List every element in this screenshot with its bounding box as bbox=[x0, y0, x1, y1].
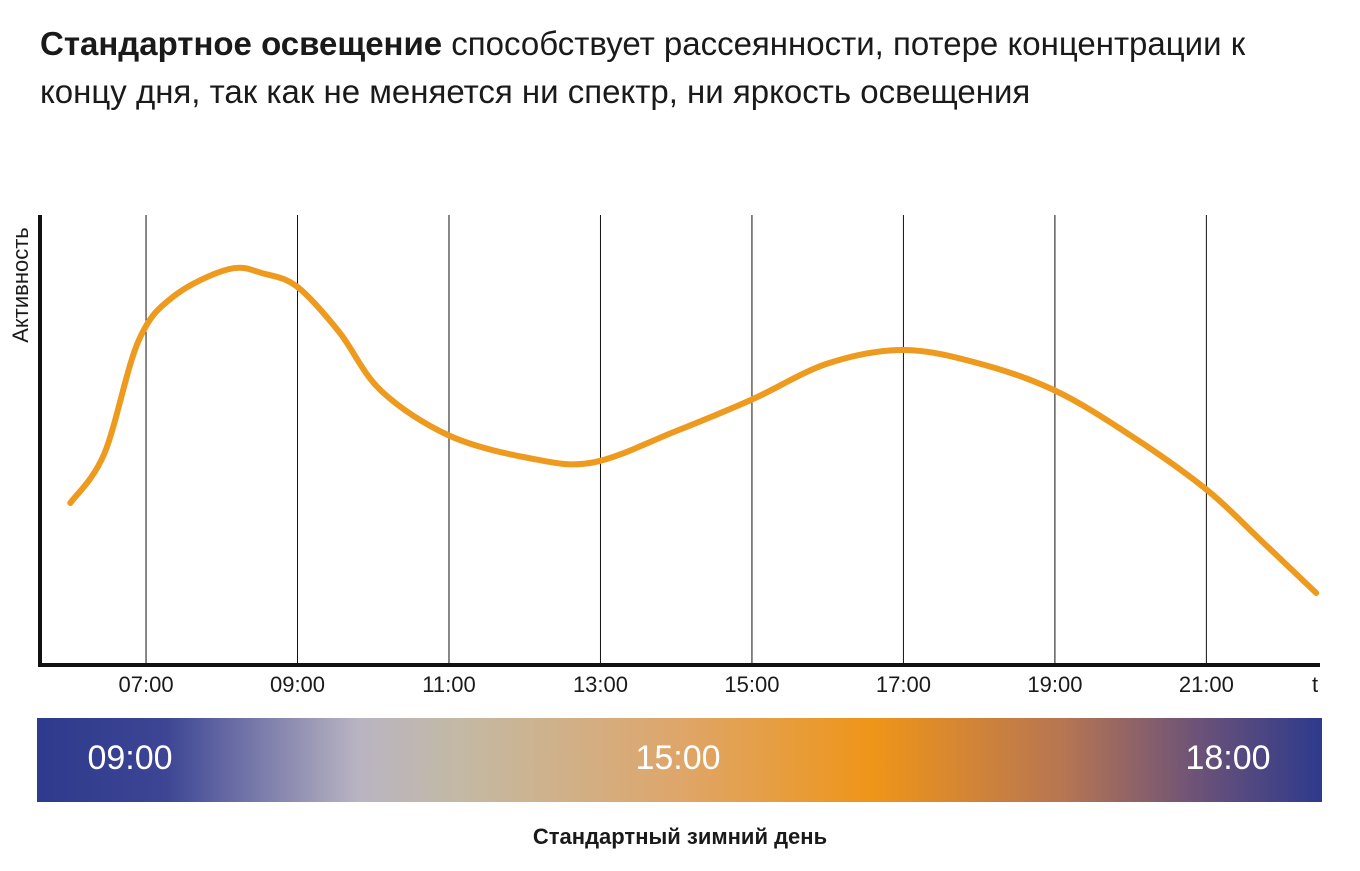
x-tick-label: 17:00 bbox=[876, 672, 931, 697]
day-caption: Стандартный зимний день bbox=[533, 824, 827, 849]
day-label: 15:00 bbox=[635, 739, 720, 777]
activity-line bbox=[67, 264, 1320, 596]
x-tick-label: 11:00 bbox=[422, 672, 475, 697]
day-label: 18:00 bbox=[1185, 739, 1270, 777]
x-tick-label: 15:00 bbox=[724, 672, 779, 697]
header-text: способствует рассеянности, потере концен… bbox=[40, 25, 1246, 110]
y-axis-label: Активность bbox=[8, 227, 33, 343]
x-tick-label: 07:00 bbox=[119, 672, 174, 697]
x-tick-label: 13:00 bbox=[573, 672, 628, 697]
x-axis-label: t bbox=[1312, 672, 1318, 697]
header-bold: Стандартное освещение bbox=[40, 25, 443, 62]
x-tick-label: 09:00 bbox=[270, 672, 325, 697]
x-tick-label: 21:00 bbox=[1179, 672, 1234, 697]
header: Стандартное освещение способствует рассе… bbox=[40, 20, 1270, 116]
day-bar bbox=[37, 718, 1322, 802]
day-label: 09:00 bbox=[87, 739, 172, 777]
x-tick-label: 19:00 bbox=[1027, 672, 1082, 697]
